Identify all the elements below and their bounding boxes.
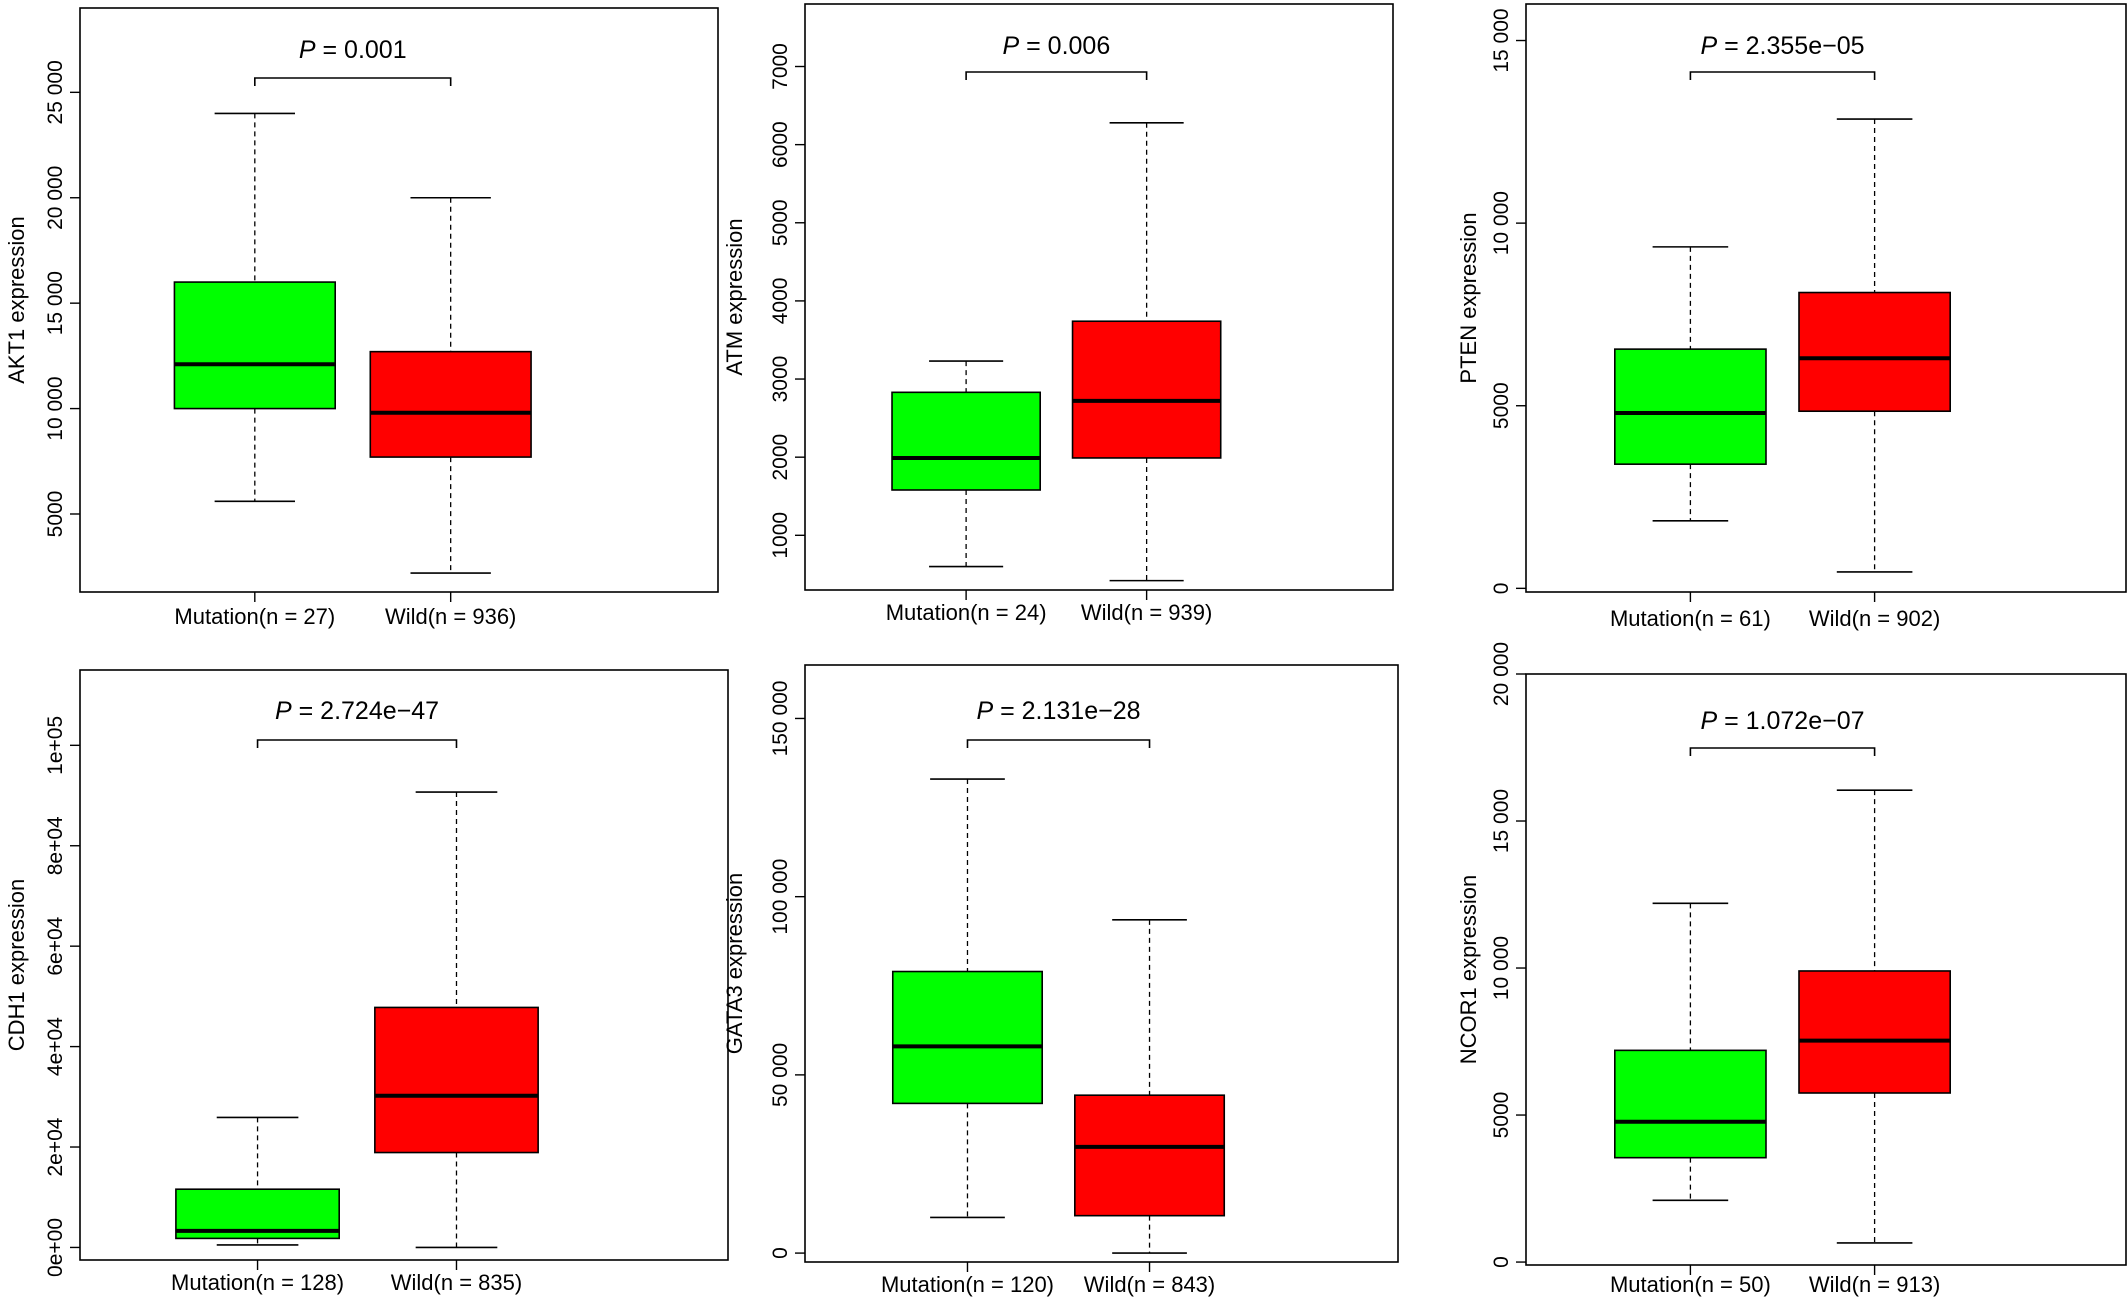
p-value-annotation: P = 2.131e−28 xyxy=(976,697,1140,725)
p-symbol: P xyxy=(976,697,993,725)
wild-box xyxy=(1071,320,1222,459)
y-axis-label: GATA3 expression xyxy=(722,873,747,1054)
p-symbol: P xyxy=(1700,707,1717,735)
y-axis-label: AKT1 expression xyxy=(4,216,29,384)
x-category-label: Wild(n = 936) xyxy=(385,604,516,629)
x-category-label: Mutation(n = 61) xyxy=(1610,606,1771,631)
chart-panel: 5000 10 000 15 000 20 000 25 000 AKT1 express… xyxy=(4,7,719,629)
mutation-box xyxy=(1614,1049,1767,1159)
plot-frame xyxy=(804,664,1399,1263)
y-tick-label: 10 000 xyxy=(44,376,67,440)
mutation-box xyxy=(891,391,1041,491)
significance-bracket xyxy=(1689,747,1876,756)
p-value-text: = 2.131e−28 xyxy=(993,697,1140,725)
y-tick-label: 20 000 xyxy=(1490,642,1513,706)
p-symbol: P xyxy=(275,697,292,725)
y-tick-label: 4e+04 xyxy=(44,1017,67,1076)
mutation-box xyxy=(1614,348,1767,465)
y-tick-label: 15 000 xyxy=(1490,789,1513,853)
mutation-box xyxy=(891,970,1043,1105)
chart-panel: 0e+00 2e+04 4e+04 6e+04 8e+04 1e+05 CDH1 expre… xyxy=(4,669,729,1295)
y-tick-label: 5000 xyxy=(44,491,67,538)
y-tick-label: 10 000 xyxy=(1490,936,1513,1000)
y-tick-label: 0e+00 xyxy=(44,1218,67,1277)
significance-bracket xyxy=(256,739,458,748)
significance-bracket xyxy=(254,77,452,86)
x-category-label: Wild(n = 902) xyxy=(1809,606,1940,631)
plot-frame xyxy=(1525,673,2127,1266)
p-symbol: P xyxy=(299,36,316,64)
y-tick-label: 50 000 xyxy=(769,1043,792,1107)
y-tick-label: 1e+05 xyxy=(44,716,67,775)
x-category-label: Mutation(n = 24) xyxy=(886,600,1047,625)
chart-panel: 0 5000 10 000 15 000 20 000 NCOR1 expression M… xyxy=(1456,642,2127,1297)
significance-bracket xyxy=(1689,71,1876,80)
wild-box xyxy=(1074,1094,1226,1217)
p-symbol: P xyxy=(1700,32,1717,60)
p-value-annotation: P = 0.001 xyxy=(299,36,407,64)
significance-bracket xyxy=(965,71,1148,80)
p-value-annotation: P = 2.724e−47 xyxy=(275,697,439,725)
p-value-annotation: P = 1.072e−07 xyxy=(1700,707,1864,735)
x-category-label: Mutation(n = 50) xyxy=(1610,1272,1771,1297)
chart-panel: 1000 2000 3000 4000 5000 6000 7000 ATM expressi… xyxy=(722,3,1394,625)
chart-panel: 0 50 000 100 000 150 000 GATA3 expression Mut… xyxy=(722,664,1399,1297)
y-axis-label: CDH1 expression xyxy=(4,879,29,1051)
p-value-text: = 1.072e−07 xyxy=(1717,707,1864,735)
x-category-label: Mutation(n = 128) xyxy=(171,1270,344,1295)
y-tick-label: 2e+04 xyxy=(44,1117,67,1176)
y-tick-label: 0 xyxy=(769,1247,792,1259)
y-axis-label: PTEN expression xyxy=(1456,212,1481,383)
y-tick-label: 100 000 xyxy=(769,859,792,935)
p-value-text: = 0.006 xyxy=(1019,32,1110,60)
plot-frame xyxy=(1525,3,2127,593)
x-category-label: Wild(n = 939) xyxy=(1081,600,1212,625)
y-tick-label: 2000 xyxy=(769,434,792,481)
wild-box xyxy=(1798,291,1951,413)
p-value-annotation: P = 2.355e−05 xyxy=(1700,32,1864,60)
p-value-annotation: P = 0.006 xyxy=(1002,32,1110,60)
p-value-text: = 2.355e−05 xyxy=(1717,32,1864,60)
y-tick-label: 15 000 xyxy=(1490,8,1513,72)
y-tick-label: 6000 xyxy=(769,121,792,168)
x-category-label: Mutation(n = 120) xyxy=(881,1272,1054,1297)
plot-frame xyxy=(79,669,729,1261)
y-tick-label: 1000 xyxy=(769,512,792,559)
y-tick-label: 25 000 xyxy=(44,60,67,124)
p-symbol: P xyxy=(1002,32,1019,60)
wild-box xyxy=(374,1006,539,1154)
y-tick-label: 10 000 xyxy=(1490,191,1513,255)
y-tick-label: 0 xyxy=(1490,1256,1513,1268)
x-category-label: Wild(n = 843) xyxy=(1084,1272,1215,1297)
y-tick-label: 8e+04 xyxy=(44,816,67,875)
mutation-box xyxy=(173,281,336,410)
p-value-text: = 2.724e−47 xyxy=(292,697,439,725)
y-tick-label: 15 000 xyxy=(44,271,67,335)
y-axis-label: ATM expression xyxy=(722,218,747,375)
chart-panel: 0 5000 10 000 15 000 PTEN expression Mutation… xyxy=(1456,3,2127,631)
y-tick-label: 0 xyxy=(1490,583,1513,595)
y-tick-label: 20 000 xyxy=(44,166,67,230)
x-category-label: Mutation(n = 27) xyxy=(174,604,335,629)
y-tick-label: 4000 xyxy=(769,278,792,325)
p-value-text: = 0.001 xyxy=(316,36,407,64)
y-tick-label: 5000 xyxy=(769,199,792,246)
y-tick-label: 5000 xyxy=(1490,382,1513,429)
y-tick-label: 150 000 xyxy=(769,681,792,757)
y-tick-label: 5000 xyxy=(1490,1092,1513,1139)
wild-box xyxy=(369,350,532,458)
y-axis-label: NCOR1 expression xyxy=(1456,875,1481,1065)
y-tick-label: 3000 xyxy=(769,356,792,403)
x-category-label: Wild(n = 913) xyxy=(1809,1272,1940,1297)
plot-frame xyxy=(79,7,719,593)
x-category-label: Wild(n = 835) xyxy=(391,1270,522,1295)
y-tick-label: 7000 xyxy=(769,43,792,90)
significance-bracket xyxy=(966,739,1151,748)
plot-frame xyxy=(804,3,1394,591)
wild-box xyxy=(1798,970,1951,1094)
y-tick-label: 6e+04 xyxy=(44,916,67,975)
